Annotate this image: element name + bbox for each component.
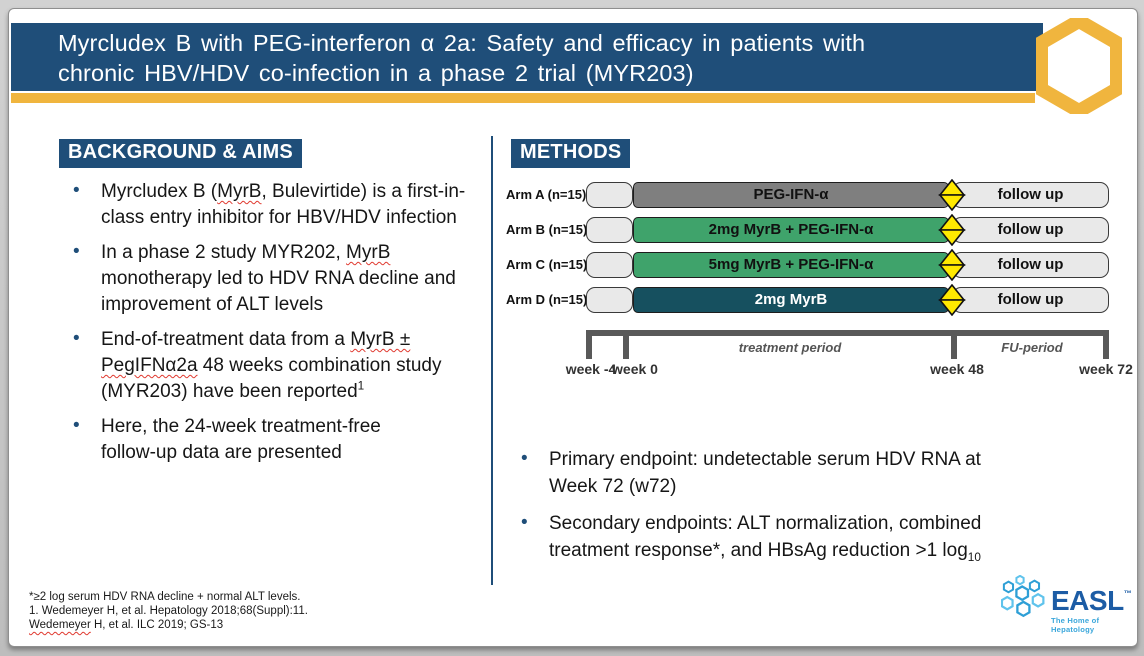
week-label: week -4 bbox=[565, 361, 617, 377]
list-item: • Secondary endpoints: ALT normalization… bbox=[509, 510, 1043, 564]
timeline-tick bbox=[623, 330, 629, 359]
arm-row: Arm C (n=15) 5mg MyrB + PEG-IFN-α follow… bbox=[506, 249, 1110, 281]
arm-row: Arm B (n=15) 2mg MyrB + PEG-IFN-α follow… bbox=[506, 214, 1110, 246]
follow-up-box: follow up bbox=[952, 182, 1109, 208]
follow-up-box: follow up bbox=[952, 217, 1109, 243]
list-item: • End-of-treatment data from a MyrB ± Peg… bbox=[61, 327, 475, 405]
list-item: • Myrcludex B (MyrB, Bulevirtide) is a f… bbox=[61, 179, 475, 231]
bullet-text: End-of-treatment data from a MyrB ± PegIF… bbox=[101, 329, 442, 402]
list-item: • Here, the 24-week treatment-free follow… bbox=[61, 414, 475, 466]
background-aims-heading: BACKGROUND & AIMS bbox=[59, 139, 302, 168]
arm-label: Arm D (n=15) bbox=[506, 292, 588, 307]
timeline-tick bbox=[951, 330, 957, 359]
page-title-line-2: chronic HBV/HDV co-infection in a phase … bbox=[58, 60, 694, 86]
endpoint-diamond-icon bbox=[938, 284, 966, 316]
easl-tagline: The Home of Hepatology bbox=[1051, 616, 1100, 634]
footnote-line: *≥2 log serum HDV RNA decline + normal A… bbox=[29, 591, 301, 603]
footnote-line: Wedemeyer H, et al. ILC 2019; GS-13 bbox=[29, 619, 224, 631]
bullet-text: Here, the 24-week treatment-free follow-u… bbox=[101, 416, 381, 463]
arm-row: Arm D (n=15) 2mg MyrB follow up bbox=[506, 284, 1110, 316]
arm-row: Arm A (n=15) PEG-IFN-α follow up bbox=[506, 179, 1110, 211]
bullet-text: Myrcludex B (MyrB, Bulevirtide) is a fir… bbox=[101, 181, 466, 228]
endpoint-diamond-icon bbox=[938, 179, 966, 211]
week-label: week 72 bbox=[1079, 361, 1133, 377]
easl-wordmark-block: EASL™ The Home of Hepatology bbox=[1051, 585, 1139, 635]
title-bar: Myrcludex B with PEG-interferon α 2a: Sa… bbox=[11, 23, 1043, 91]
background-aims-bullet-list: • Myrcludex B (MyrB, Bulevirtide) is a f… bbox=[61, 179, 475, 475]
bullet-icon: • bbox=[521, 512, 528, 533]
bullet-text: Secondary endpoints: ALT normalization, … bbox=[549, 513, 982, 564]
run-in-box bbox=[586, 287, 633, 313]
bullet-icon: • bbox=[521, 448, 528, 469]
easl-wordmark: EASL bbox=[1051, 585, 1124, 616]
methods-heading: METHODS bbox=[511, 139, 631, 168]
bullet-text: In a phase 2 study MYR202, MyrB monothera… bbox=[101, 242, 456, 315]
treatment-period-label: treatment period bbox=[738, 340, 842, 355]
list-item: • In a phase 2 study MYR202, MyrB monothe… bbox=[61, 240, 475, 318]
easl-trademark: ™ bbox=[1123, 589, 1132, 598]
treatment-bar: 2mg MyrB + PEG-IFN-α bbox=[633, 217, 949, 243]
timeline-tick bbox=[1103, 330, 1109, 359]
fu-period-label: FU-period bbox=[1001, 340, 1063, 355]
bullet-icon: • bbox=[73, 180, 80, 201]
run-in-box bbox=[586, 252, 633, 278]
page-title-line-1: Myrcludex B with PEG-interferon α 2a: Sa… bbox=[58, 30, 866, 56]
arm-label: Arm A (n=15) bbox=[506, 187, 587, 202]
week-label: week 0 bbox=[612, 361, 658, 377]
arm-label: Arm B (n=15) bbox=[506, 222, 588, 237]
footnotes: *≥2 log serum HDV RNA decline + normal A… bbox=[29, 590, 308, 632]
hexagon-logo-icon bbox=[1036, 18, 1122, 114]
easl-logo: EASL™ The Home of Hepatology bbox=[999, 575, 1139, 639]
endpoint-diamond-icon bbox=[938, 214, 966, 246]
bullet-icon: • bbox=[73, 328, 80, 349]
easl-hexagon-cluster-icon bbox=[1001, 575, 1045, 618]
run-in-box bbox=[586, 217, 633, 243]
footnote-line: 1. Wedemeyer H, et al. Hepatology 2018;6… bbox=[29, 605, 308, 617]
gold-accent-bar bbox=[11, 93, 1035, 103]
treatment-bar: PEG-IFN-α bbox=[633, 182, 949, 208]
week-label: week 48 bbox=[930, 361, 984, 377]
column-divider bbox=[491, 136, 493, 585]
bullet-icon: • bbox=[73, 415, 80, 436]
run-in-box bbox=[586, 182, 633, 208]
follow-up-box: follow up bbox=[952, 287, 1109, 313]
arm-label: Arm C (n=15) bbox=[506, 257, 588, 272]
timeline-axis bbox=[586, 330, 1109, 336]
slide: Myrcludex B with PEG-interferon α 2a: Sa… bbox=[8, 8, 1138, 647]
treatment-bar: 2mg MyrB bbox=[633, 287, 949, 313]
methods-bullet-list: • Primary endpoint: undetectable serum H… bbox=[509, 446, 1043, 574]
treatment-bar: 5mg MyrB + PEG-IFN-α bbox=[633, 252, 949, 278]
timeline-tick bbox=[586, 330, 592, 359]
bullet-icon: • bbox=[73, 241, 80, 262]
endpoint-diamond-icon bbox=[938, 249, 966, 281]
list-item: • Primary endpoint: undetectable serum H… bbox=[509, 446, 1043, 500]
follow-up-box: follow up bbox=[952, 252, 1109, 278]
bullet-text: Primary endpoint: undetectable serum HDV… bbox=[549, 449, 981, 497]
